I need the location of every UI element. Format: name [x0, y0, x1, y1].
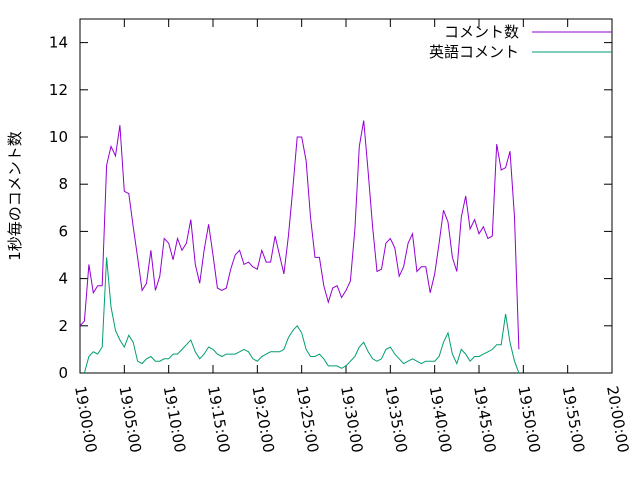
x-tick-label: 19:40:00 [426, 385, 455, 454]
y-tick-label: 6 [58, 222, 68, 240]
series-line-comments [79, 120, 520, 350]
x-tick-label: 19:05:00 [115, 385, 144, 454]
legend: コメント数 英語コメント [429, 23, 612, 61]
x-tick-label: 19:35:00 [381, 385, 410, 454]
x-tick-label: 19:20:00 [248, 385, 277, 454]
legend-label-comments: コメント数 [444, 23, 519, 41]
y-tick-label: 12 [49, 81, 68, 99]
series-layer [79, 120, 520, 374]
y-tick-label: 10 [49, 128, 68, 146]
x-tick-label: 19:55:00 [559, 385, 588, 454]
plot-border [79, 18, 613, 374]
legend-label-english-comments: 英語コメント [429, 43, 519, 61]
y-tick-label: 2 [58, 317, 68, 335]
y-tick-label: 4 [58, 270, 68, 288]
x-tick-label: 19:15:00 [204, 385, 233, 454]
x-tick-label: 19:45:00 [470, 385, 499, 454]
x-tick-label: 19:00:00 [71, 385, 100, 454]
y-tick-label: 14 [49, 34, 68, 52]
y-tick-label: 8 [58, 175, 68, 193]
x-tick-label: 19:25:00 [293, 385, 322, 454]
x-tick-label: 19:30:00 [337, 385, 366, 454]
x-tick-label: 20:00:00 [603, 385, 632, 454]
y-axis-label: 1秒毎のコメント数 [6, 131, 24, 261]
series-line-english-comments [83, 257, 520, 374]
y-tick-label: 0 [58, 364, 68, 382]
axes: 0 2 4 6 8 10 12 14 19:00:00 19:05:00 19:10:00 19:15… [49, 18, 632, 454]
x-tick-label: 19:50:00 [514, 385, 543, 454]
x-tick-label: 19:10:00 [160, 385, 189, 454]
